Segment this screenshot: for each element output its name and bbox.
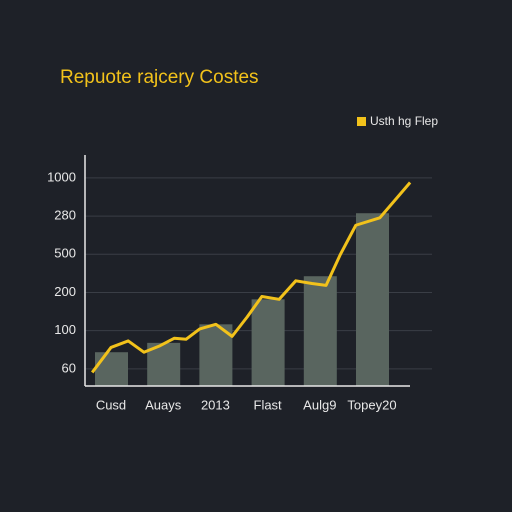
bar (251, 299, 285, 386)
x-tick-label: Flast (254, 397, 283, 412)
bar (95, 352, 128, 386)
line-series (91, 181, 412, 374)
x-tick-label: Topey20 (347, 397, 396, 412)
legend-swatch (357, 117, 366, 126)
x-tick-label: Cusd (96, 397, 126, 412)
bar (199, 324, 233, 386)
x-tick-label: Auays (145, 397, 182, 412)
y-tick-label: 60 (62, 360, 76, 375)
bar (356, 213, 389, 386)
y-tick-label: 200 (54, 284, 76, 299)
y-tick-label: 500 (54, 246, 76, 261)
y-tick-label: 100 (54, 322, 76, 337)
y-tick-label: 280 (54, 208, 76, 223)
y-tick-label: 1000 (47, 169, 76, 184)
x-tick-label: 2013 (201, 397, 230, 412)
bar (303, 276, 337, 386)
legend-label: Usth hg Flep (370, 114, 438, 128)
chart-title: Repuote rajcery Costes (60, 67, 259, 88)
x-tick-label: Aulg9 (303, 397, 336, 412)
